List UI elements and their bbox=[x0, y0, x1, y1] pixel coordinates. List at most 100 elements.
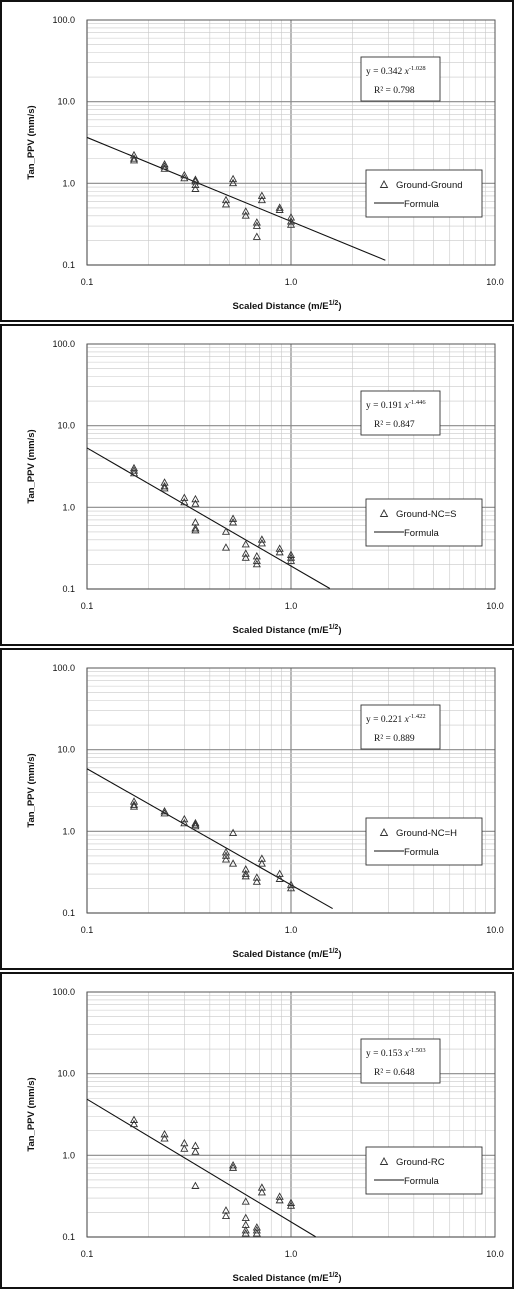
x-axis-label: Scaled Distance (m/E1/2) bbox=[232, 624, 341, 636]
legend-triangle-marker bbox=[379, 1157, 389, 1165]
data-point bbox=[180, 1144, 189, 1152]
data-point bbox=[241, 540, 250, 548]
legend bbox=[365, 169, 483, 218]
y-tick-label: 1.0 bbox=[62, 1150, 75, 1160]
data-point bbox=[252, 221, 261, 229]
data-point bbox=[221, 200, 231, 208]
data-point bbox=[229, 1161, 238, 1169]
y-tick-label: 10.0 bbox=[57, 421, 75, 431]
r-squared: R² = 0.648 bbox=[374, 1068, 415, 1078]
legend bbox=[365, 1146, 483, 1195]
data-point bbox=[275, 544, 284, 552]
legend-label-data: Ground-RC bbox=[396, 1157, 445, 1168]
r-squared: R² = 0.889 bbox=[374, 734, 415, 744]
data-point bbox=[129, 466, 139, 474]
fit-line bbox=[86, 1098, 316, 1238]
y-tick-label: 100.0 bbox=[52, 15, 75, 25]
data-point bbox=[252, 218, 261, 226]
data-point bbox=[229, 514, 238, 522]
data-point bbox=[241, 871, 250, 880]
data-point bbox=[241, 1225, 250, 1234]
data-point bbox=[180, 497, 189, 506]
data-point bbox=[191, 1147, 200, 1155]
y-axis-label: Tan_PPV (mm/s) bbox=[26, 1077, 37, 1151]
data-point bbox=[229, 828, 238, 837]
data-point bbox=[275, 1195, 284, 1204]
chart-panel-2: 0.1 1.0 10.0 100.0 0.1 1.0 10.0 Tan_PPV (mm/s) S… bbox=[0, 324, 514, 646]
legend-label-data: Ground-NC=H bbox=[396, 828, 457, 839]
x-tick-label: 1.0 bbox=[285, 1249, 298, 1259]
regression-equation: y = 0.342 x-1.028 bbox=[366, 65, 426, 77]
regression-equation: y = 0.221 x-1.422 bbox=[366, 713, 426, 725]
x-tick-label: 0.1 bbox=[81, 601, 94, 611]
data-point bbox=[221, 543, 231, 551]
panel-frame bbox=[0, 0, 514, 322]
data-point bbox=[191, 177, 200, 185]
data-point bbox=[221, 1211, 231, 1220]
data-point bbox=[286, 556, 296, 564]
data-point bbox=[257, 191, 266, 199]
data-point bbox=[257, 859, 266, 867]
data-point bbox=[129, 1119, 139, 1128]
data-point bbox=[180, 814, 189, 823]
data-point bbox=[241, 1197, 250, 1205]
data-point bbox=[191, 499, 200, 507]
regression-equation: y = 0.191 x-1.446 bbox=[366, 399, 426, 411]
y-tick-label: 10.0 bbox=[57, 745, 75, 755]
legend-triangle-marker bbox=[379, 509, 389, 517]
data-point bbox=[160, 1129, 169, 1138]
data-point bbox=[191, 524, 200, 532]
legend-label-data: Ground-NC=S bbox=[396, 509, 456, 520]
data-point bbox=[275, 203, 284, 211]
y-tick-label: 0.1 bbox=[62, 260, 75, 270]
data-point bbox=[129, 797, 139, 805]
data-point bbox=[191, 818, 200, 827]
data-point bbox=[221, 848, 231, 856]
y-tick-label: 1.0 bbox=[62, 826, 75, 836]
data-point bbox=[129, 802, 139, 810]
legend-label-formula: Formula bbox=[404, 199, 440, 210]
data-point bbox=[191, 180, 200, 189]
data-point bbox=[191, 821, 200, 830]
data-point bbox=[257, 854, 266, 862]
data-point bbox=[275, 874, 284, 882]
data-point bbox=[129, 1115, 139, 1123]
data-point bbox=[160, 481, 169, 490]
data-point bbox=[252, 559, 261, 568]
plot-area bbox=[86, 991, 496, 1238]
data-point bbox=[286, 883, 296, 892]
data-point bbox=[252, 877, 261, 885]
data-point bbox=[191, 494, 200, 503]
plot-area bbox=[86, 19, 496, 266]
plot-area bbox=[86, 667, 496, 914]
legend-triangle-marker bbox=[379, 828, 389, 836]
data-point bbox=[160, 483, 169, 492]
data-point bbox=[221, 527, 231, 535]
legend bbox=[365, 817, 483, 866]
y-axis-label: Tan_PPV (mm/s) bbox=[26, 753, 37, 827]
y-tick-label: 1.0 bbox=[62, 178, 75, 188]
x-axis-label: Scaled Distance (m/E1/2) bbox=[232, 948, 341, 960]
data-point bbox=[129, 800, 139, 808]
data-point bbox=[160, 159, 169, 168]
x-tick-label: 0.1 bbox=[81, 925, 94, 935]
data-point bbox=[286, 1198, 296, 1206]
fit-line bbox=[86, 447, 331, 590]
data-point bbox=[191, 820, 200, 828]
panel-frame bbox=[0, 324, 514, 646]
x-tick-label: 1.0 bbox=[285, 925, 298, 935]
data-point bbox=[257, 535, 266, 543]
data-point bbox=[257, 195, 266, 204]
data-point bbox=[160, 806, 169, 815]
y-tick-label: 100.0 bbox=[52, 339, 75, 349]
data-point bbox=[180, 818, 189, 827]
data-point bbox=[286, 553, 296, 561]
data-point bbox=[241, 207, 250, 215]
x-tick-label: 10.0 bbox=[486, 277, 504, 287]
data-point bbox=[286, 217, 296, 225]
legend-triangle-marker bbox=[379, 180, 389, 188]
data-point bbox=[252, 232, 261, 240]
data-point bbox=[275, 205, 284, 213]
data-point bbox=[129, 468, 139, 477]
regression-equation: y = 0.153 x-1.503 bbox=[366, 1047, 426, 1059]
